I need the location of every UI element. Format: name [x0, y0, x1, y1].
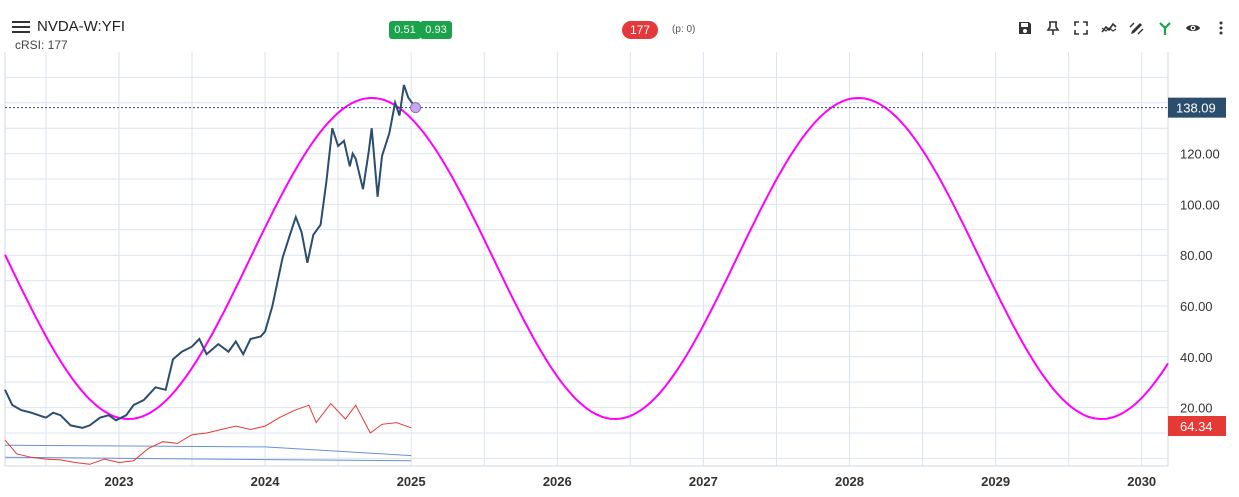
indicator-line	[4, 402, 412, 465]
upper-band-line	[4, 444, 412, 457]
current-price-badge: 138.09	[1168, 97, 1226, 118]
y-tick-label: 20.00	[1180, 401, 1213, 416]
x-tick-label: 2027	[689, 474, 718, 489]
lower-band-line	[4, 456, 412, 462]
x-tick-label: 2023	[105, 474, 134, 489]
price-line	[4, 84, 417, 429]
more-icon[interactable]	[1211, 18, 1231, 38]
x-tick-label: 2024	[251, 474, 281, 489]
x-tick-label: 2026	[543, 474, 572, 489]
menu-icon[interactable]	[12, 21, 30, 35]
symbol-title[interactable]: NVDA-W:YFI	[37, 18, 126, 35]
pill-right: 0.93	[420, 21, 452, 39]
fullscreen-icon[interactable]	[1071, 18, 1091, 38]
x-axis: 2023 2024 2025 2026 2027 2028 2029 2030	[105, 474, 1157, 489]
pin-icon[interactable]	[1043, 18, 1063, 38]
x-tick-label: 2029	[981, 474, 1010, 489]
toolbar	[1015, 18, 1231, 38]
x-tick-label: 2025	[397, 474, 426, 489]
y-tick-label: 120.00	[1180, 147, 1220, 162]
chart-header: NVDA-W:YFI cRSI: 177 0.51 0.93 177 (p: 0…	[0, 0, 1239, 52]
indicator-badge: 64.34	[1168, 416, 1226, 436]
current-price-label: 138.09	[1176, 101, 1216, 116]
indicator-subtitle: cRSI: 177	[15, 38, 68, 52]
current-price-marker[interactable]	[410, 102, 422, 114]
p-value: (p: 0)	[672, 24, 696, 35]
y-tick-label: 80.00	[1180, 248, 1213, 263]
fork-icon[interactable]	[1155, 18, 1175, 38]
y-tick-label: 100.00	[1180, 197, 1220, 212]
lower-indicator-panel	[4, 402, 412, 465]
y-tick-label: 40.00	[1180, 350, 1213, 365]
pill-left: 0.51	[389, 21, 421, 39]
cycle-line	[4, 96, 1169, 421]
x-tick-label: 2028	[835, 474, 864, 489]
indicator-label: 64.34	[1180, 419, 1213, 434]
save-icon[interactable]	[1015, 18, 1035, 38]
y-tick-label: 60.00	[1180, 299, 1213, 314]
compare-icon[interactable]	[1099, 18, 1119, 38]
eye-icon[interactable]	[1183, 18, 1203, 38]
x-tick-label: 2030	[1127, 474, 1156, 489]
draw-icon[interactable]	[1127, 18, 1147, 38]
grid	[4, 52, 1169, 467]
count-badge: 177	[622, 21, 659, 39]
y-axis: 20.00 40.00 60.00 80.00 100.00 120.00	[1180, 147, 1220, 416]
